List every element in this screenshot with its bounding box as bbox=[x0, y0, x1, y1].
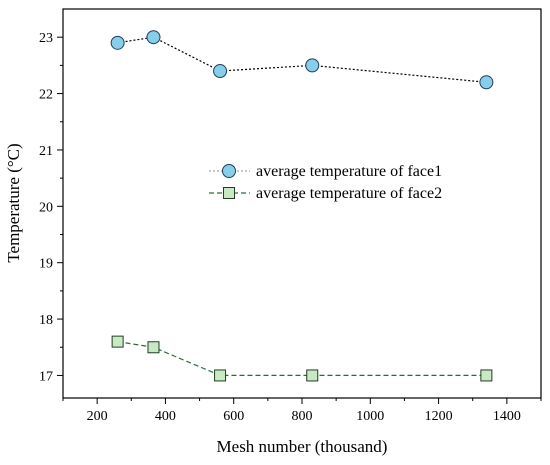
x-axis: 200 400 600 800 1000 1200 1400 bbox=[62, 398, 542, 424]
legend-label: average temperature of face1 bbox=[256, 163, 442, 180]
x-axis-title: Mesh number (thousand) bbox=[217, 437, 388, 456]
data-point bbox=[306, 369, 319, 382]
x-tick-label: 200 bbox=[87, 409, 108, 424]
y-tick-label: 18 bbox=[39, 313, 53, 328]
y-tick-label: 21 bbox=[39, 144, 53, 159]
data-point bbox=[305, 58, 320, 73]
series-face1 bbox=[110, 30, 494, 90]
legend-item: average temperature of face1 bbox=[209, 163, 442, 180]
legend: average temperature of face1 average temp… bbox=[209, 163, 442, 202]
series-line bbox=[117, 36, 487, 83]
legend-marker bbox=[222, 164, 236, 178]
data-point bbox=[480, 369, 493, 382]
y-tick-label: 19 bbox=[39, 257, 53, 272]
data-point bbox=[110, 35, 125, 50]
series-line bbox=[117, 341, 487, 376]
x-tick-label: 1200 bbox=[425, 409, 453, 424]
data-point bbox=[214, 369, 227, 382]
data-point bbox=[479, 75, 494, 90]
data-point bbox=[146, 30, 161, 45]
y-tick-label: 23 bbox=[39, 31, 53, 46]
series-layer bbox=[110, 30, 494, 382]
y-tick-label: 22 bbox=[39, 88, 53, 103]
y-axis: 17 18 19 20 21 22 23 bbox=[39, 31, 63, 384]
legend-marker bbox=[223, 187, 235, 199]
data-point bbox=[213, 64, 228, 79]
x-tick-label: 1400 bbox=[493, 409, 521, 424]
x-tick-label: 400 bbox=[155, 409, 176, 424]
series-face2 bbox=[111, 335, 493, 382]
y-axis-title: Temperature (°C) bbox=[4, 143, 23, 262]
legend-item: average temperature of face2 bbox=[209, 185, 442, 202]
x-tick-label: 800 bbox=[292, 409, 313, 424]
legend-label: average temperature of face2 bbox=[256, 185, 442, 202]
y-tick-label: 17 bbox=[39, 369, 53, 384]
plot-frame bbox=[62, 8, 542, 399]
x-tick-label: 600 bbox=[223, 409, 244, 424]
x-tick-label: 1000 bbox=[356, 409, 384, 424]
data-point bbox=[147, 341, 160, 354]
y-tick-label: 20 bbox=[39, 200, 53, 215]
data-point bbox=[111, 335, 124, 348]
